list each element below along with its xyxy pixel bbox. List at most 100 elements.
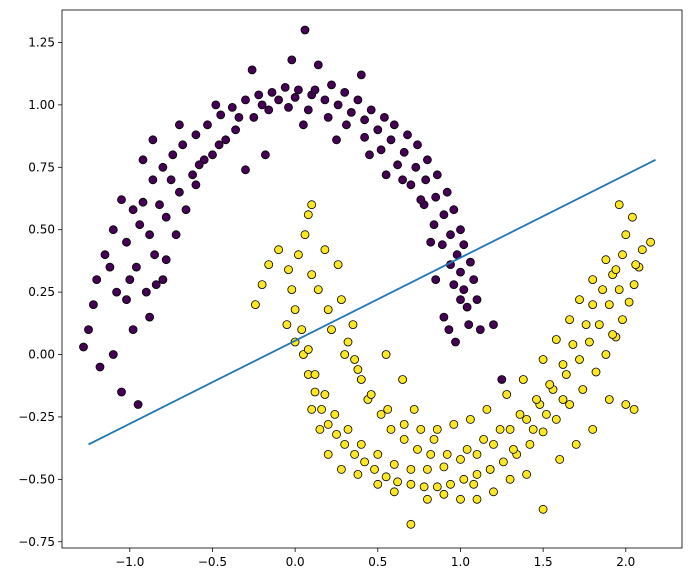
- data-point-class-0: [340, 88, 350, 97]
- data-point-class-0: [310, 85, 320, 95]
- data-point-class-0: [117, 195, 126, 205]
- data-point-class-1: [456, 494, 465, 504]
- data-point-class-1: [489, 487, 498, 497]
- data-point-class-1: [459, 474, 469, 484]
- data-point-class-0: [303, 105, 313, 115]
- x-axis: −1.0 −0.5 0.0 0.5 1.0 1.5 2.0: [115, 548, 635, 569]
- data-point-class-1: [505, 424, 515, 434]
- data-point-class-0: [449, 205, 459, 215]
- data-point-class-0: [411, 162, 421, 172]
- data-point-class-1: [360, 457, 370, 467]
- data-point-class-1: [485, 464, 495, 474]
- data-point-class-0: [284, 103, 293, 112]
- data-point-class-1: [343, 424, 353, 434]
- data-point-class-0: [208, 150, 217, 160]
- data-point-class-0: [148, 135, 158, 145]
- data-point-class-0: [475, 325, 485, 335]
- data-point-class-0: [360, 115, 370, 125]
- data-point-class-0: [298, 120, 308, 130]
- data-point-class-0: [274, 95, 284, 105]
- data-point-class-1: [502, 390, 512, 399]
- x-tick-label: 0.0: [286, 555, 305, 569]
- data-point-class-1: [631, 260, 641, 270]
- data-point-class-1: [598, 285, 607, 295]
- x-tick-label: −0.5: [198, 555, 227, 569]
- data-point-class-0: [439, 312, 449, 322]
- data-point-class-1: [426, 449, 436, 459]
- data-point-class-1: [409, 404, 419, 414]
- data-point-class-0: [158, 162, 168, 172]
- data-point-class-0: [122, 237, 131, 247]
- data-point-class-0: [464, 320, 474, 330]
- data-point-class-0: [105, 262, 115, 272]
- data-point-class-1: [386, 424, 396, 434]
- data-point-class-1: [614, 285, 624, 295]
- data-point-class-1: [518, 375, 528, 384]
- data-point-class-1: [293, 250, 303, 260]
- data-point-class-0: [373, 125, 383, 135]
- data-point-class-1: [356, 375, 366, 384]
- y-tick-label: 0.00: [28, 348, 55, 362]
- data-point-class-1: [323, 449, 333, 459]
- data-point-class-1: [393, 477, 403, 487]
- data-point-class-0: [174, 120, 184, 130]
- data-point-class-0: [456, 225, 465, 235]
- data-point-class-1: [525, 439, 535, 449]
- decision-line-layer: [88, 158, 656, 446]
- data-point-class-0: [158, 275, 168, 285]
- data-point-class-1: [532, 395, 541, 404]
- data-point-class-1: [399, 434, 409, 444]
- data-point-class-0: [469, 275, 479, 285]
- data-point-class-0: [178, 140, 188, 150]
- data-point-class-1: [482, 404, 492, 414]
- data-point-class-1: [406, 479, 416, 489]
- y-tick-label: 1.25: [28, 35, 55, 49]
- data-point-class-1: [370, 464, 379, 474]
- data-point-class-1: [303, 210, 313, 220]
- data-point-class-1: [442, 449, 452, 459]
- data-point-class-1: [432, 482, 442, 492]
- data-point-class-0: [459, 240, 469, 250]
- data-point-class-0: [141, 287, 151, 297]
- data-point-class-0: [403, 130, 412, 140]
- data-point-class-1: [568, 340, 578, 349]
- data-point-class-0: [166, 175, 176, 185]
- data-point-class-0: [293, 85, 303, 95]
- data-point-class-0: [221, 135, 231, 145]
- data-point-class-0: [489, 320, 498, 330]
- data-point-class-0: [323, 113, 333, 122]
- data-point-class-0: [241, 95, 250, 105]
- data-point-class-1: [591, 367, 601, 377]
- data-point-class-1: [313, 285, 323, 295]
- data-point-class-1: [290, 305, 300, 315]
- data-point-class-0: [117, 387, 126, 397]
- data-point-class-1: [581, 320, 591, 330]
- x-tick-label: 2.0: [616, 555, 635, 569]
- data-point-class-1: [416, 424, 426, 434]
- data-point-class-0: [365, 150, 374, 160]
- data-point-class-1: [381, 472, 391, 482]
- data-point-class-1: [608, 330, 617, 339]
- decision-boundary-line: [88, 158, 656, 446]
- data-point-class-1: [555, 454, 565, 464]
- data-point-class-0: [439, 210, 449, 220]
- data-point-class-1: [287, 285, 297, 295]
- data-point-class-0: [497, 375, 507, 384]
- data-point-class-0: [421, 175, 431, 185]
- data-point-class-0: [393, 160, 403, 170]
- x-tick-label: 1.5: [534, 555, 553, 569]
- data-point-class-1: [594, 320, 604, 330]
- data-point-class-0: [194, 160, 204, 170]
- data-point-class-1: [551, 335, 561, 344]
- data-point-class-1: [264, 260, 274, 270]
- data-point-class-1: [350, 449, 360, 459]
- data-point-class-1: [274, 245, 284, 255]
- data-point-class-0: [211, 100, 221, 110]
- data-point-class-0: [214, 140, 224, 150]
- y-axis: −0.75 −0.50 −0.25 0.00 0.25 0.50 0.75 1.00 1.25: [18, 35, 62, 549]
- data-point-class-1: [646, 237, 655, 247]
- data-point-class-0: [459, 285, 469, 295]
- data-point-class-1: [381, 350, 391, 359]
- data-point-class-0: [108, 350, 118, 359]
